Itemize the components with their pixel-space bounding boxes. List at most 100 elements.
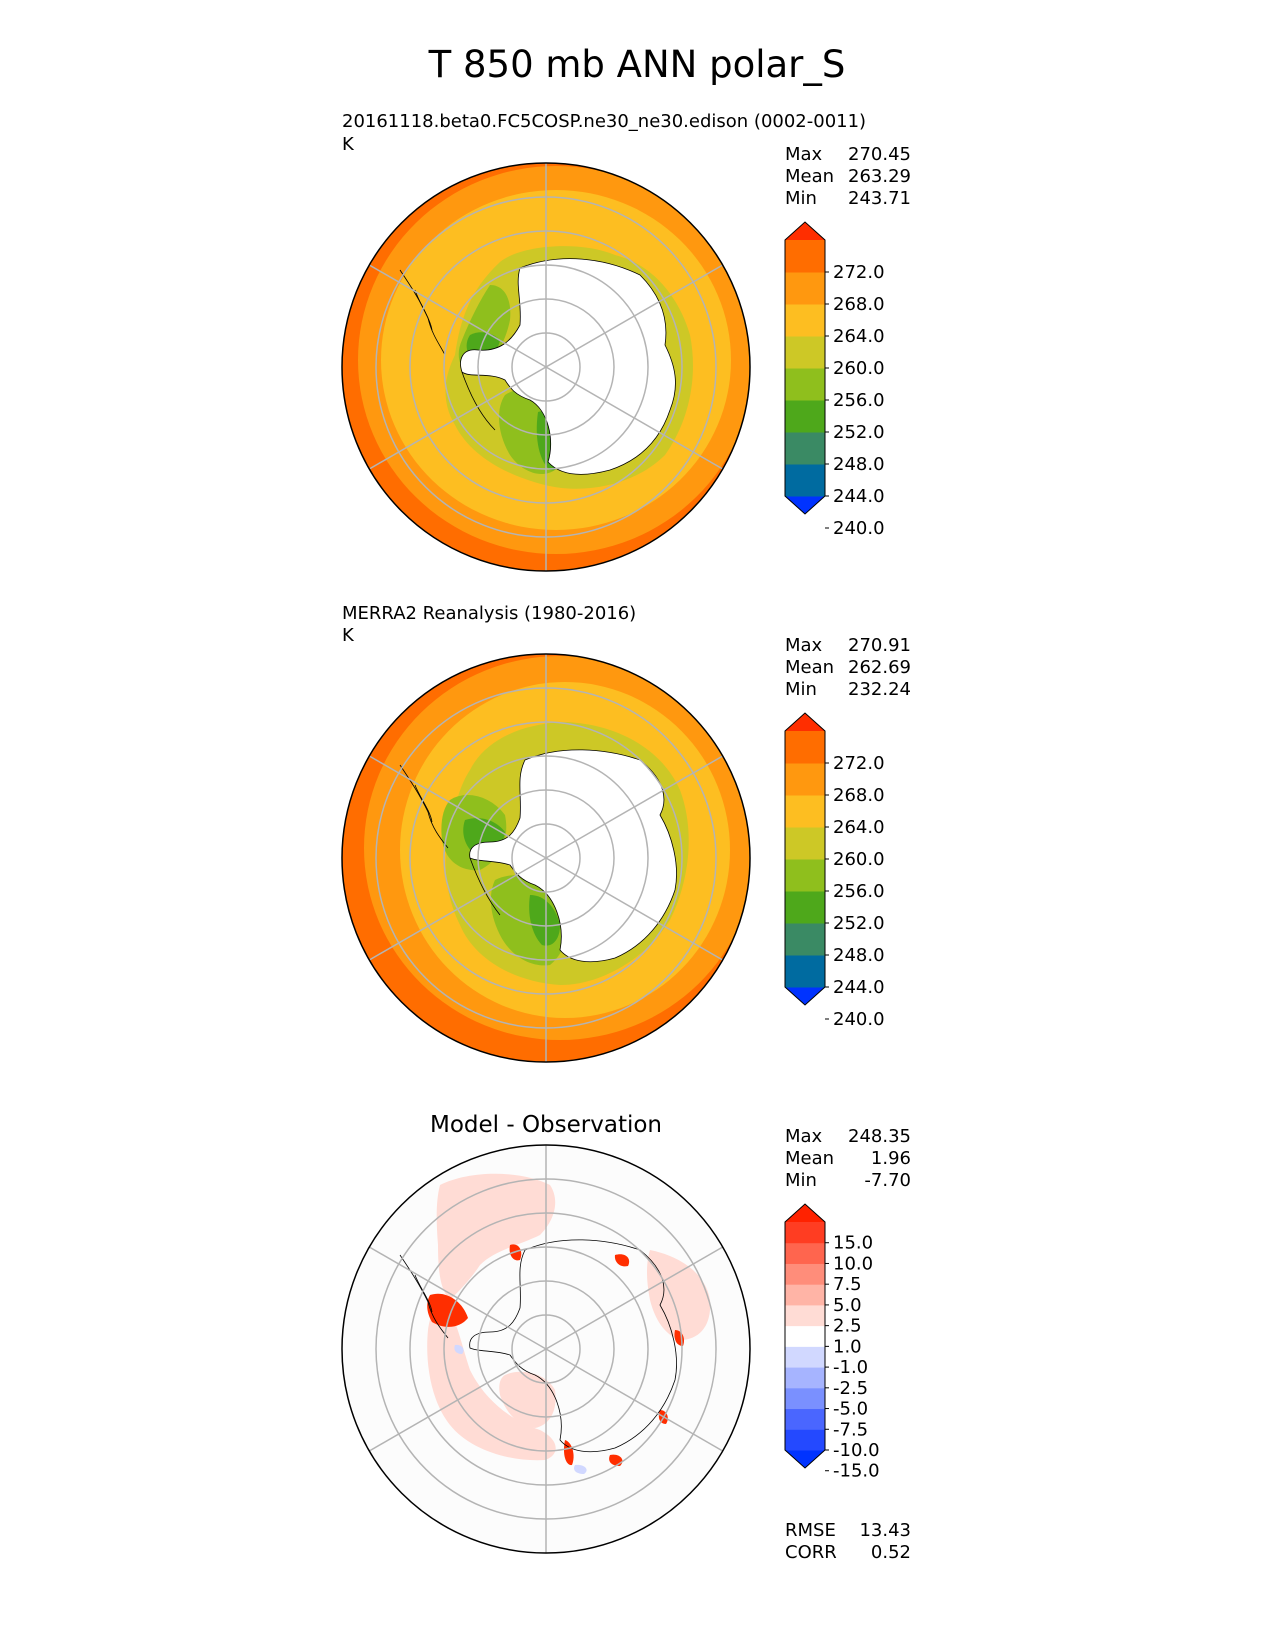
stat-label-mean: Mean <box>785 1148 834 1169</box>
colorbar-segment <box>785 464 825 497</box>
positive-large-region <box>563 1440 574 1466</box>
panel-units: K <box>342 134 355 155</box>
colorbar-segment <box>785 763 825 796</box>
panel-observation: MERRA2 Reanalysis (1980-2016) K <box>341 603 911 1063</box>
colorbar-extend-high <box>785 713 825 731</box>
colorbar-segment <box>785 1346 825 1368</box>
stat-label-max: Max <box>785 635 823 656</box>
map-frame <box>341 162 751 572</box>
colorbar-tick-label: 240.0 <box>833 518 885 539</box>
colorbar-tick-label: 10.0 <box>833 1253 873 1274</box>
colorbar-tick-label: 268.0 <box>833 785 885 806</box>
peninsula-coast <box>414 1274 433 1313</box>
stat-label-max: Max <box>785 1126 823 1147</box>
colorbar-segment <box>785 1222 825 1244</box>
colorbar-tick-label: -2.5 <box>833 1378 868 1399</box>
colorbar-tick-label: -10.0 <box>833 1440 880 1461</box>
colorbar: 15.010.07.55.02.51.0-1.0-2.5-5.0-7.5-10.… <box>784 1203 880 1482</box>
stat-label-min: Min <box>785 188 817 209</box>
metric-value-rmse: 13.43 <box>859 1520 911 1541</box>
colorbar-tick-label: 1.0 <box>833 1336 862 1357</box>
colorbar-extend-low <box>785 987 825 1005</box>
stat-label-max: Max <box>785 144 823 165</box>
map-frame <box>341 1144 751 1554</box>
colorbar-segment <box>785 1304 825 1327</box>
band-ice-shelf <box>529 895 560 946</box>
colorbar-segment <box>785 1429 825 1451</box>
colorbar-tick-label: 5.0 <box>833 1295 862 1316</box>
colorbar: 272.0 268.0 264.0 260.0 256.0 252.0 248.0 244.0… <box>784 221 885 539</box>
colorbar: 272.0 268.0 264.0 260.0 256.0 252.0 248.0 244.0… <box>784 712 885 1030</box>
colorbar-tick-label: -7.5 <box>833 1419 868 1440</box>
colorbar-tick-label: 244.0 <box>833 486 885 507</box>
stat-label-mean: Mean <box>785 657 834 678</box>
positive-large-region <box>427 1293 468 1327</box>
colorbar-tick-label: -5.0 <box>833 1399 868 1420</box>
colorbar-extend-high <box>785 1204 825 1222</box>
colorbar-segment <box>785 955 825 988</box>
colorbar-tick-label: -15.0 <box>833 1461 880 1482</box>
metric-label-corr: CORR <box>785 1542 837 1563</box>
positive-small-region <box>436 1173 556 1300</box>
colorbar-segment <box>785 304 825 337</box>
peninsula-coast <box>414 289 433 331</box>
colorbar-tick-label: 260.0 <box>833 358 885 379</box>
colorbar-tick-label: 268.0 <box>833 294 885 315</box>
figure-title: T 850 mb ANN polar_S <box>428 43 846 86</box>
positive-small-region <box>647 1250 711 1340</box>
panel-model: 20161118.beta0.FC5COSP.ne30_ne30.edison … <box>341 111 911 572</box>
colorbar-segment <box>785 400 825 433</box>
gridlines <box>368 1145 724 1553</box>
gridlines <box>368 654 724 1062</box>
peninsula-coast <box>469 857 501 916</box>
positive-small-region <box>427 1300 556 1461</box>
polar-map <box>342 1145 750 1553</box>
colorbar-segment <box>785 795 825 828</box>
colorbar-tick-label: 252.0 <box>833 422 885 443</box>
stat-value-max: 270.45 <box>848 144 911 165</box>
colorbar-tick-label: 2.5 <box>833 1316 862 1337</box>
colorbar-tick-label: 248.0 <box>833 945 885 966</box>
colorbar-extend-high <box>785 222 825 240</box>
stat-label-min: Min <box>785 679 817 700</box>
peninsula-coast <box>461 371 496 431</box>
antarctica-land <box>460 258 676 475</box>
colorbar-tick-label: 252.0 <box>833 913 885 934</box>
colorbar-segment <box>785 1242 825 1264</box>
antarctica-land <box>469 749 677 963</box>
colorbar-extend-low <box>785 1450 825 1468</box>
negative-small-region <box>574 1464 587 1474</box>
panel-difference: Model - Observation <box>341 1112 911 1563</box>
peninsula-coast <box>399 1254 449 1339</box>
positive-large-region <box>614 1254 630 1267</box>
positive-small-region <box>499 1371 556 1428</box>
colorbar-segment <box>785 731 825 764</box>
colorbar-tick-label: 7.5 <box>833 1274 862 1295</box>
colorbar-tick-label: 15.0 <box>833 1233 873 1254</box>
colorbar-segment <box>785 272 825 305</box>
colorbar-segment <box>785 368 825 401</box>
colorbar-segment <box>785 336 825 369</box>
stat-value-mean: 263.29 <box>848 166 911 187</box>
colorbar-tick-label: 240.0 <box>833 1009 885 1030</box>
stat-value-min: -7.70 <box>864 1170 911 1191</box>
colorbar-segment <box>785 1367 825 1389</box>
stat-label-mean: Mean <box>785 166 834 187</box>
map-frame <box>341 653 751 1063</box>
antarctica-coast <box>469 1239 677 1453</box>
colorbar-segment <box>785 1387 825 1410</box>
metric-value-corr: 0.52 <box>871 1542 911 1563</box>
colorbar-tick-label: 248.0 <box>833 454 885 475</box>
colorbar-segment <box>785 1263 825 1285</box>
stat-value-mean: 1.96 <box>871 1148 911 1169</box>
colorbar-segment <box>785 891 825 924</box>
colorbar-tick-label: -1.0 <box>833 1357 868 1378</box>
colorbar-tick-label: 256.0 <box>833 390 885 411</box>
colorbar-segment <box>785 1325 825 1347</box>
panel-title: MERRA2 Reanalysis (1980-2016) <box>342 603 636 624</box>
colorbar-segment <box>785 432 825 465</box>
colorbar-tick-label: 264.0 <box>833 817 885 838</box>
colorbar-segment <box>785 1408 825 1430</box>
colorbar-segment <box>785 827 825 860</box>
